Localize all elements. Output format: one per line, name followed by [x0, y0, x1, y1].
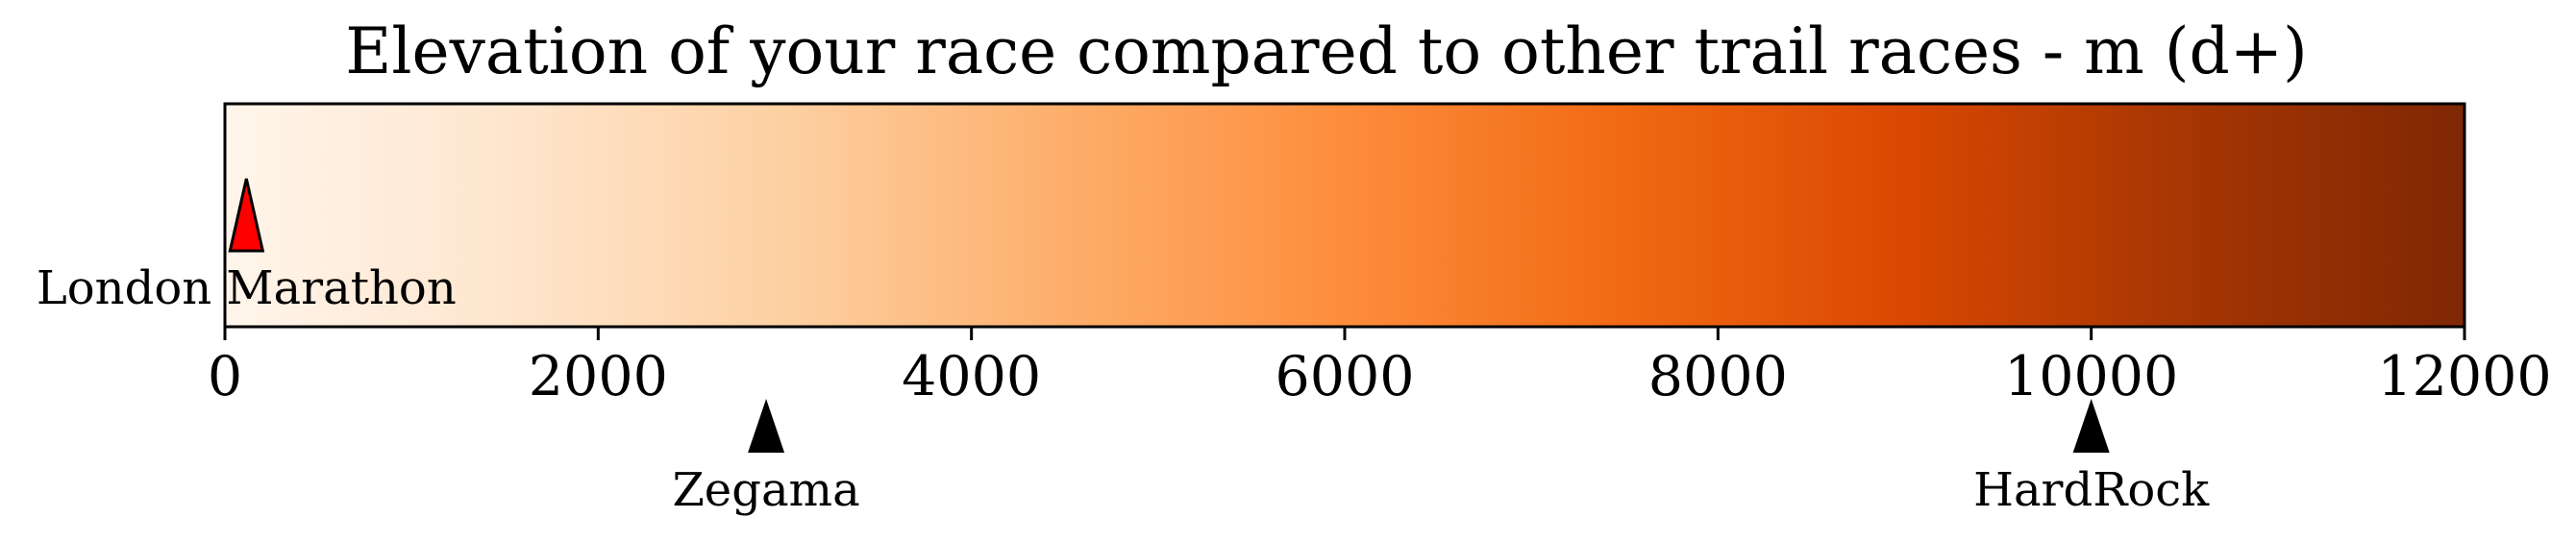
reference-race-marker	[748, 399, 785, 453]
x-tick-label: 10000	[2004, 345, 2178, 408]
your-race-label: London Marathon	[37, 261, 457, 315]
your-race-marker	[228, 178, 265, 253]
x-axis-ticks: 0 2000 4000 6000 8000 10000 12000	[208, 327, 2552, 408]
race-markers: London Marathon Zegama HardRock	[37, 178, 2210, 517]
x-tick-label: 8000	[1648, 345, 1788, 408]
x-tick-label: 2000	[529, 345, 668, 408]
x-tick-label: 12000	[2377, 345, 2551, 408]
colorbar	[223, 102, 2466, 329]
chart-title: Elevation of your race compared to other…	[345, 14, 2308, 88]
x-tick-label: 0	[208, 345, 242, 408]
reference-race-label: Zegama	[672, 463, 859, 517]
reference-race-marker	[2072, 399, 2110, 453]
reference-race-label: HardRock	[1973, 463, 2210, 517]
x-tick-label: 6000	[1275, 345, 1414, 408]
x-tick-label: 4000	[902, 345, 1041, 408]
